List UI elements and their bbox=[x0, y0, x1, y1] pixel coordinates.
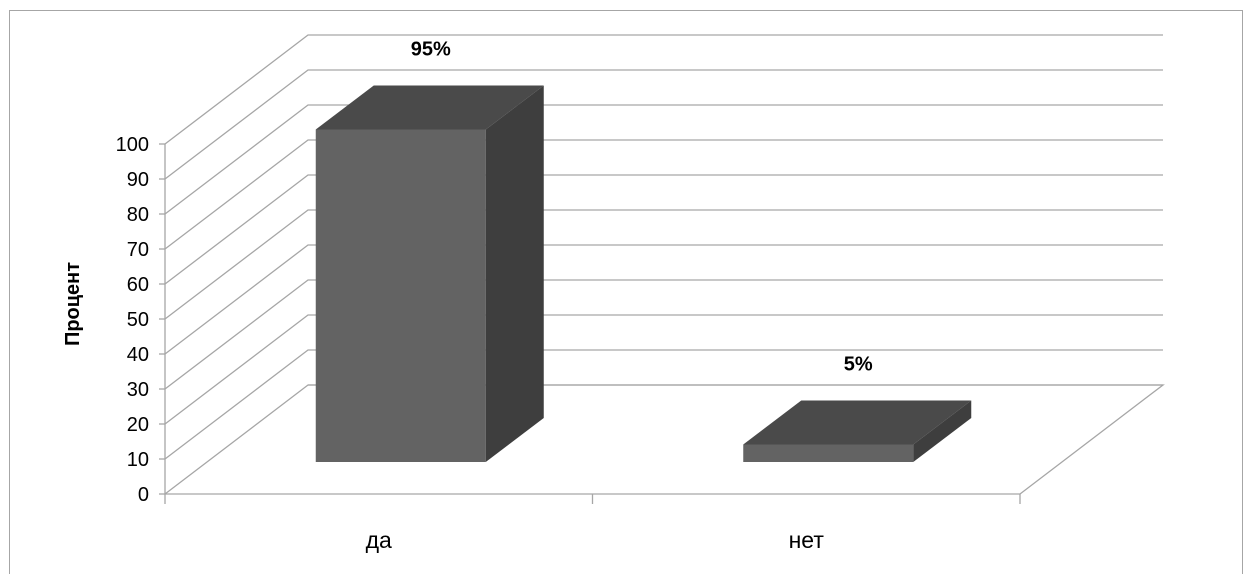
bar-front-0 bbox=[315, 129, 486, 462]
gridline-40 bbox=[164, 244, 1163, 355]
bar-front-1 bbox=[743, 444, 914, 462]
bar-0 bbox=[315, 85, 544, 462]
x-category-label-1: нет bbox=[789, 527, 825, 553]
data-label-1: 5% bbox=[844, 354, 873, 376]
bar-1 bbox=[743, 400, 972, 462]
y-tick-label-30: 30 bbox=[127, 379, 149, 401]
x-category-label-0: да bbox=[366, 527, 392, 553]
y-tick-label-10: 10 bbox=[127, 449, 149, 471]
gridline-20 bbox=[164, 314, 1163, 425]
gridline-80 bbox=[164, 104, 1163, 215]
y-tick-label-70: 70 bbox=[127, 239, 149, 261]
y-tick-label-90: 90 bbox=[127, 169, 149, 191]
y-tick-label-60: 60 bbox=[127, 274, 149, 296]
bars bbox=[315, 85, 972, 462]
chart-frame bbox=[9, 10, 1243, 574]
y-tick-label-100: 100 bbox=[116, 134, 149, 156]
bar-side-1 bbox=[913, 400, 972, 462]
axes bbox=[159, 143, 1165, 504]
y-tick-label-40: 40 bbox=[127, 344, 149, 366]
y-axis-title: Процент bbox=[62, 262, 84, 346]
gridline-50 bbox=[164, 209, 1163, 320]
labels: Процент 0 10 20 30 40 50 60 70 80 90 100 95% да 5% нет bbox=[62, 39, 873, 554]
gridline-30 bbox=[164, 279, 1163, 390]
y-tick-label-20: 20 bbox=[127, 414, 149, 436]
y-tick-label-80: 80 bbox=[127, 204, 149, 226]
gridline-70 bbox=[164, 139, 1163, 250]
gridline-10 bbox=[164, 349, 1163, 460]
y-tick-label-50: 50 bbox=[127, 309, 149, 331]
bar-side-0 bbox=[485, 85, 544, 462]
gridline-90 bbox=[164, 69, 1163, 180]
gridline-60 bbox=[164, 174, 1163, 285]
bar-top-1 bbox=[743, 400, 972, 445]
data-label-0: 95% bbox=[411, 39, 451, 61]
bar-top-0 bbox=[315, 85, 544, 130]
y-tick-label-0: 0 bbox=[138, 484, 149, 506]
gridlines bbox=[164, 34, 1163, 495]
gridline-100 bbox=[164, 34, 1163, 145]
